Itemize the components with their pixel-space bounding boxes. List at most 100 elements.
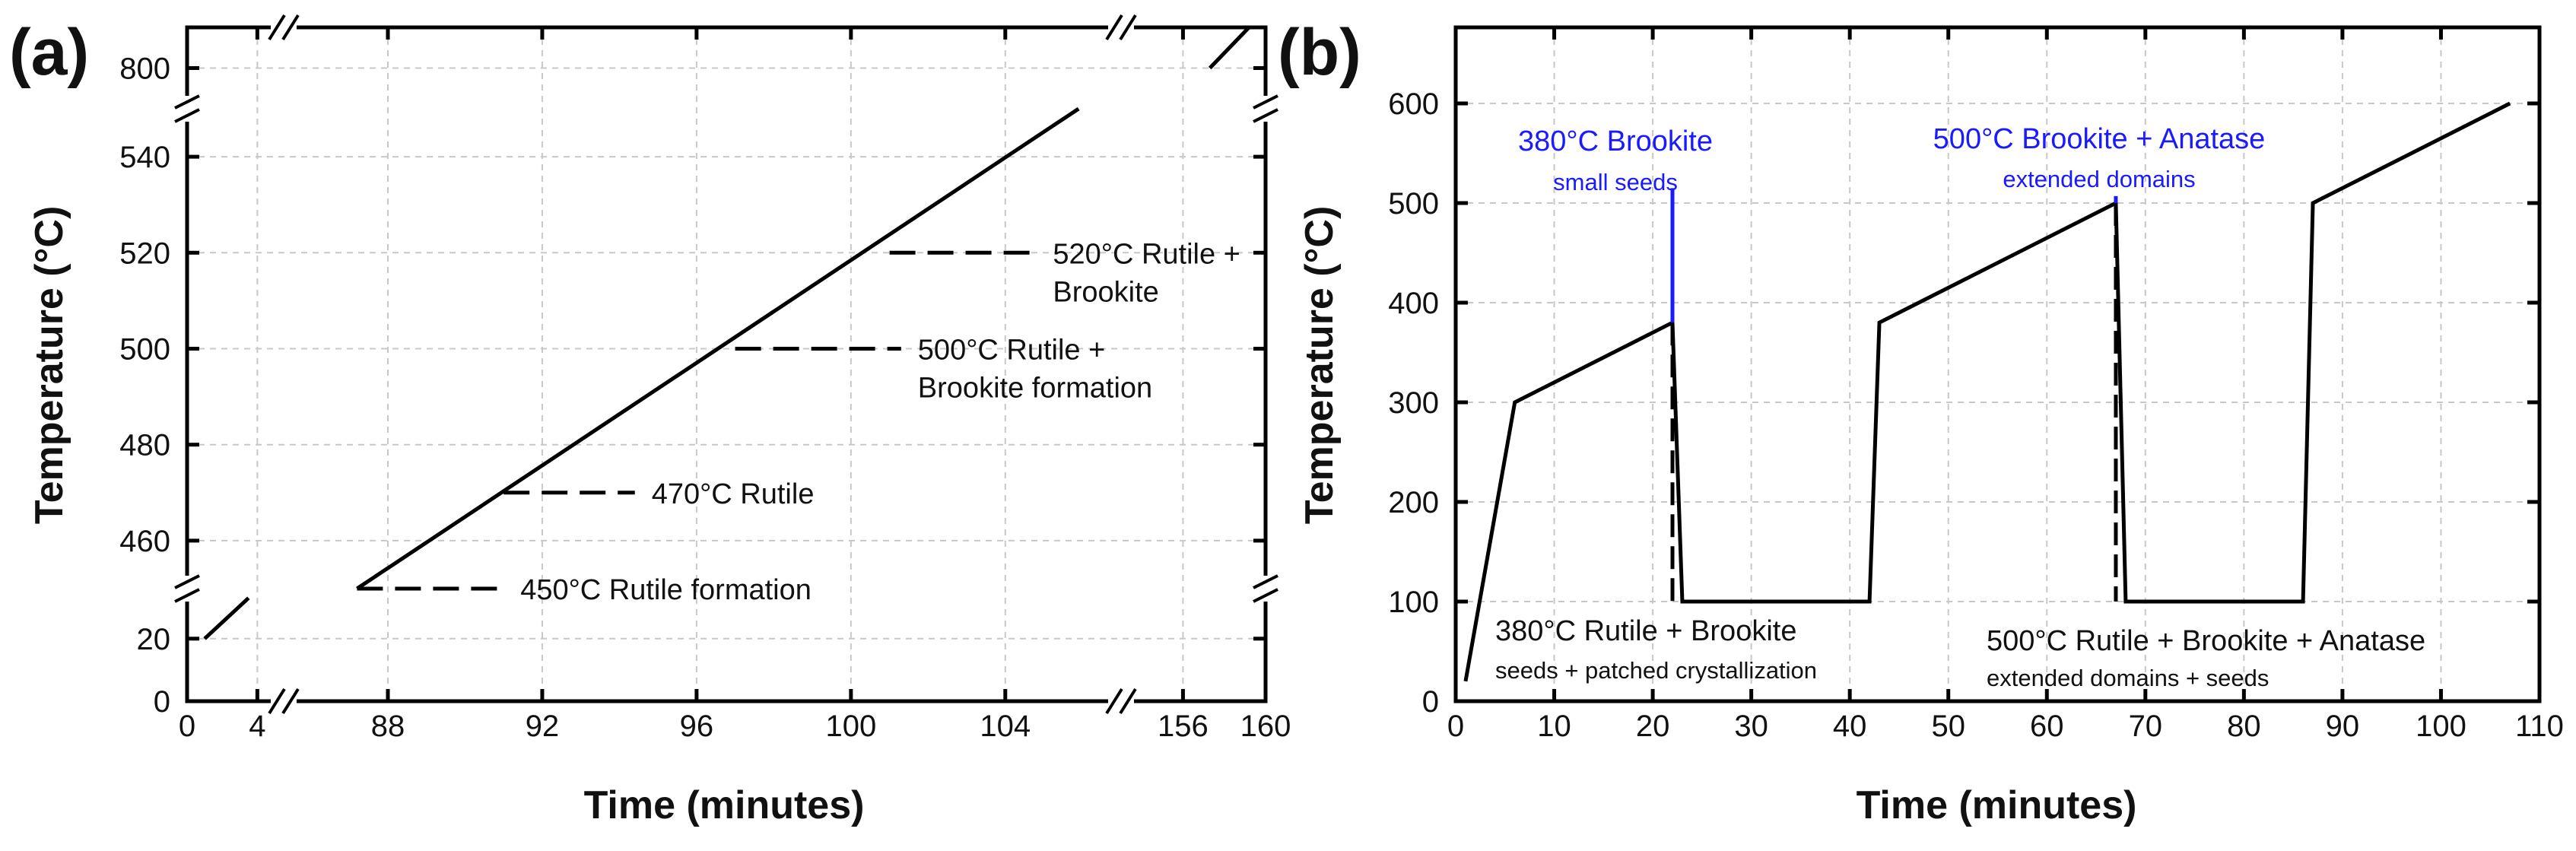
y-tick-label: 0 [154,685,170,719]
axis-break-x-top-1 [1105,12,1137,43]
annotation-subtitle-3: extended domains + seeds [1987,665,2269,691]
axis-break-x-bottom-0-slash-0 [268,687,286,715]
axis-break-x-top-0 [268,12,300,43]
x-tick-label: 30 [1734,710,1768,743]
series-line-segment-1 [356,106,1080,591]
y-tick-label: 480 [119,429,170,462]
x-tick-label: 50 [1931,710,1965,743]
x-tick-label: 104 [980,710,1031,743]
annotation-label-3: 520°C Rutile + [1053,238,1240,270]
series-line-segment-0 [203,596,250,640]
axis-break-y-left-1 [172,94,202,123]
series-line-segment-2 [1208,26,1251,70]
x-tick-label: 0 [179,710,195,743]
axis-break-y-right-1 [1250,94,1281,123]
panel-a-annotations: 450°C Rutile formation 470°C Rutile 500°C … [357,238,1240,606]
axis-break-x-top-1-slash-1 [1119,14,1137,41]
axis-break-y-left-0-gap [172,576,202,602]
annotation-subtitle-1: extended domains [2003,166,2195,192]
axis-break-x-top-0-slash-1 [281,14,300,41]
annotation-subtitle-2: seeds + patched crystallization [1495,657,1817,684]
x-tick-label: 10 [1537,710,1571,743]
y-tick-label: 300 [1388,386,1439,420]
x-tick-label: 156 [1158,710,1209,743]
panel-a: (a) Temperature (°C) Time (minutes) 0 4 88… [9,12,1291,827]
x-tick-label: 160 [1240,710,1291,743]
annotation-title-1: 500°C Brookite + Anatase [1933,123,2266,155]
axis-break-x-bottom-0 [268,686,300,716]
x-tick-label: 80 [2227,710,2261,743]
axis-break-y-right-0 [1250,574,1281,603]
axis-break-x-top-0-slash-0 [268,14,286,41]
x-tick-label: 20 [1636,710,1670,743]
y-tick-label: 100 [1388,586,1439,619]
panel-a-x-axis-title: Time (minutes) [584,783,865,827]
annotation-title-3: 500°C Rutile + Brookite + Anatase [1987,625,2425,657]
axis-break-x-bottom-1-slash-0 [1105,687,1123,715]
annotation-label-2: Brookite formation [918,373,1152,405]
panel-a-label: (a) [9,16,89,89]
y-tick-label: 500 [1388,187,1439,221]
panel-b-annotations: 380°C Brookite small seeds 500°C Brookite … [1495,123,2425,691]
x-tick-label: 100 [2416,710,2466,743]
plot-frame [185,25,1268,703]
y-tick-label: 540 [119,141,170,174]
annotation-label-2: 500°C Rutile + [918,335,1106,367]
axis-break-y-right-1-slash-0 [1253,94,1278,110]
y-tick-label: 0 [1422,685,1439,719]
panel-b-y-axis-title: Temperature (°C) [1298,206,1342,525]
axis-break-y-left-1-slash-1 [174,108,200,123]
panel-b-frame [1453,25,2542,703]
plot-frame [1453,25,2542,703]
axis-break-y-left-0-slash-1 [174,588,200,603]
y-tick-label: 20 [137,623,171,656]
x-tick-label: 4 [249,710,265,743]
x-tick-label: 40 [1833,710,1867,743]
annotation-title-0: 380°C Brookite [1518,125,1713,157]
annotation-subtitle-0: small seeds [1553,169,1678,195]
y-tick-label: 500 [119,333,170,367]
axis-break-y-left-1-gap [172,96,202,122]
x-tick-label: 110 [2515,710,2564,743]
panel-b-grid [1456,27,2539,701]
x-tick-label: 88 [371,710,405,743]
axis-break-y-left-0-slash-0 [174,574,200,589]
axis-break-y-right-0-slash-0 [1253,574,1278,589]
annotation-title-2: 380°C Rutile + Brookite [1495,615,1796,647]
axis-break-x-bottom-0-slash-1 [281,687,300,715]
x-tick-label: 0 [1447,710,1464,743]
axis-break-y-right-0-gap [1250,576,1281,602]
annotation-label-3: Brookite [1053,276,1158,308]
panel-b-label: (b) [1278,16,1361,89]
y-tick-label: 800 [119,52,170,86]
panel-b: (b) Temperature (°C) Time (minutes) 0 10 2… [1278,16,2564,827]
axis-break-y-left-0 [172,574,202,603]
y-tick-label: 400 [1388,287,1439,320]
annotation-label-1: 470°C Rutile [652,478,815,510]
y-tick-label: 460 [119,525,170,558]
panel-a-frame [185,25,1268,703]
x-tick-label: 60 [2030,710,2064,743]
y-tick-label: 600 [1388,87,1439,121]
axis-break-x-bottom-1-slash-1 [1119,687,1137,715]
axis-break-y-left-1-slash-0 [174,94,200,110]
panel-b-ticks: 0 10 20 30 40 50 60 70 80 90 100 110 0 100 200 300 400 50… [1388,27,2564,743]
x-tick-label: 90 [2326,710,2360,743]
axis-break-y-right-0-slash-1 [1253,588,1278,603]
panel-a-series [203,26,1251,640]
axis-break-x-top-1-slash-0 [1105,14,1123,41]
x-tick-label: 96 [680,710,714,743]
panel-a-y-axis-title: Temperature (°C) [27,206,71,525]
x-tick-label: 70 [2129,710,2163,743]
x-tick-label: 92 [526,710,560,743]
panel-b-x-axis-title: Time (minutes) [1857,783,2137,827]
y-tick-label: 200 [1388,486,1439,519]
x-tick-label: 100 [825,710,876,743]
y-tick-label: 520 [119,237,170,270]
axis-break-x-bottom-1 [1105,686,1137,716]
axis-break-y-right-1-slash-1 [1253,108,1278,123]
axis-break-y-right-1-gap [1250,96,1281,122]
annotation-label-0: 450°C Rutile formation [520,574,812,606]
panel-a-ticks: 0 4 88 92 96 100 104 156 160 0 20 460 480 500 520 540 80… [119,12,1291,743]
